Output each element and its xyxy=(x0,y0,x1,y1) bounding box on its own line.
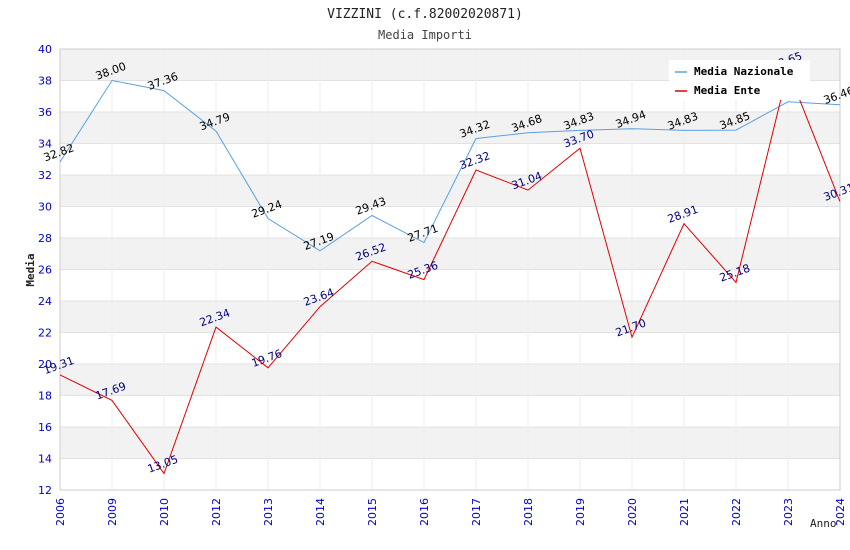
y-tick-label: 16 xyxy=(38,421,52,434)
x-tick-label: 2018 xyxy=(522,498,535,526)
series-lines xyxy=(59,68,841,475)
grid-band xyxy=(60,143,840,175)
y-tick-label: 40 xyxy=(38,43,52,56)
grid-band xyxy=(60,206,840,238)
grid-band xyxy=(60,458,840,490)
y-tick-label: 26 xyxy=(38,264,52,277)
grid-band xyxy=(60,112,840,144)
x-tick-label: 2017 xyxy=(470,498,483,526)
y-tick-label: 34 xyxy=(38,138,52,151)
x-tick-label: 2023 xyxy=(782,498,795,526)
grid-band xyxy=(60,238,840,270)
x-tick-label: 2013 xyxy=(262,498,275,526)
y-tick-label: 28 xyxy=(38,232,52,245)
x-tick-label: 2021 xyxy=(678,498,691,526)
legend-label-media-nazionale: Media Nazionale xyxy=(694,65,794,78)
y-tick-label: 18 xyxy=(38,390,52,403)
chart-title: VIZZINI (c.f.82002020871) xyxy=(327,7,523,22)
x-tick-label: 2024 xyxy=(834,498,847,526)
y-axis-ticks: 12 14 16 18 20 22 24 26 28 30 32 34 36 38 40 xyxy=(38,43,52,497)
x-tick-label: 2010 xyxy=(158,498,171,526)
x-tick-label: 2022 xyxy=(730,498,743,526)
grid-band xyxy=(60,301,840,333)
x-axis-ticks: 2006 2009 2010 2012 2013 2014 2015 2016 2017 2018… xyxy=(54,498,847,526)
y-tick-label: 22 xyxy=(38,327,52,340)
y-tick-label: 24 xyxy=(38,295,52,308)
y-tick-label: 20 xyxy=(38,358,52,371)
x-tick-label: 2016 xyxy=(418,498,431,526)
y-tick-label: 36 xyxy=(38,106,52,119)
chart-subtitle: Media Importi xyxy=(378,28,472,42)
grid-band xyxy=(60,332,840,364)
series-line-media-nazionale xyxy=(59,79,841,252)
x-axis-title: Anno xyxy=(810,517,837,530)
grid-band xyxy=(60,395,840,427)
legend-box xyxy=(669,60,810,100)
x-tick-label: 2009 xyxy=(106,498,119,526)
x-tick-label: 2014 xyxy=(314,498,327,526)
y-tick-label: 14 xyxy=(38,453,52,466)
grid-bands xyxy=(60,49,840,490)
legend: Media Nazionale Media Ente xyxy=(669,60,810,100)
grid-band xyxy=(60,427,840,459)
x-tick-label: 2015 xyxy=(366,498,379,526)
plot-frame xyxy=(59,48,841,491)
series-line-media-ente xyxy=(59,68,841,475)
grid-band xyxy=(60,269,840,301)
y-tick-label: 38 xyxy=(38,75,52,88)
y-tick-label: 32 xyxy=(38,169,52,182)
x-tick-label: 2020 xyxy=(626,498,639,526)
grid-band xyxy=(60,364,840,396)
x-tick-label: 2006 xyxy=(54,498,67,526)
y-axis-title: Media xyxy=(24,253,37,286)
y-tick-label: 12 xyxy=(38,484,52,497)
x-tick-label: 2019 xyxy=(574,498,587,526)
legend-label-media-ente: Media Ente xyxy=(694,84,761,97)
x-tick-label: 2012 xyxy=(210,498,223,526)
y-tick-label: 30 xyxy=(38,201,52,214)
